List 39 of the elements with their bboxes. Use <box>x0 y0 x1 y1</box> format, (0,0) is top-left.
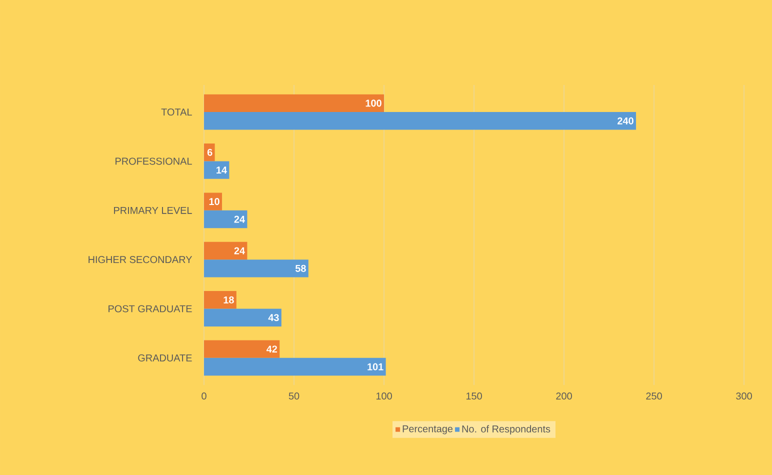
legend-label: No. of Respondents <box>462 425 550 434</box>
data-label: 24 <box>234 247 245 254</box>
bar <box>204 161 230 179</box>
x-tick-label: 150 <box>466 392 482 400</box>
x-tick-label: 0 <box>202 392 206 400</box>
data-label: 240 <box>618 117 634 124</box>
y-tick-label: GRADUATE <box>138 354 192 362</box>
data-label: 100 <box>366 100 382 107</box>
data-label: 18 <box>224 296 234 304</box>
bar <box>204 291 236 309</box>
y-tick-label: HIGHER SECONDARY <box>88 256 192 264</box>
bar <box>204 112 636 130</box>
bar <box>204 242 248 260</box>
data-label: 58 <box>295 264 306 272</box>
x-tick-label: 250 <box>646 392 662 400</box>
bar <box>204 308 282 326</box>
data-label: 43 <box>268 314 279 322</box>
x-tick-label: 50 <box>288 392 300 400</box>
bar <box>204 210 248 228</box>
bar <box>204 144 215 162</box>
data-label: 42 <box>266 346 278 353</box>
y-tick-label: POST GRADUATE <box>108 305 192 312</box>
x-tick-label: 200 <box>556 392 572 400</box>
legend-label: Percentage <box>402 425 453 434</box>
bar <box>204 192 222 210</box>
bar <box>204 340 280 358</box>
data-label: 10 <box>209 198 220 206</box>
bar <box>204 358 386 376</box>
data-label: 6 <box>207 148 212 156</box>
bar <box>204 260 308 278</box>
y-tick-label: PRIMARY LEVEL <box>114 206 192 214</box>
y-tick-label: TOTAL <box>161 108 192 116</box>
x-tick-label: 300 <box>736 392 752 400</box>
bar <box>204 94 384 112</box>
y-tick-label: PROFESSIONAL <box>116 158 192 165</box>
data-label: 24 <box>234 216 245 223</box>
x-tick-label: 100 <box>376 392 392 400</box>
data-label: 101 <box>368 363 384 370</box>
data-label: 14 <box>216 166 227 174</box>
